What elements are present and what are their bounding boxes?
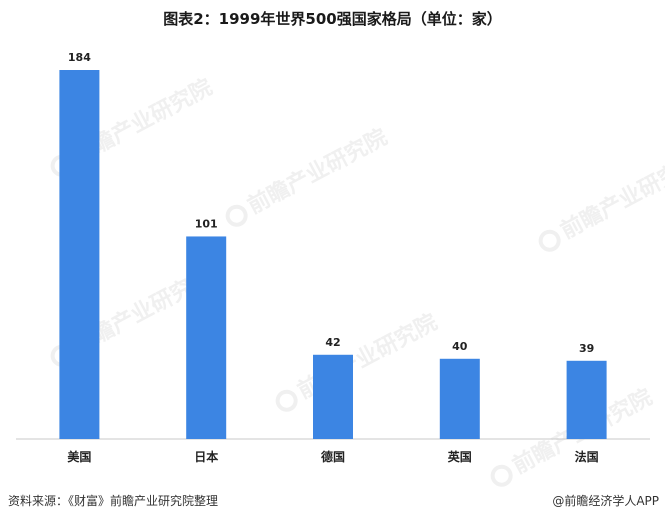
- x-tick-label-0: 美国: [67, 449, 91, 464]
- x-tick-label-2: 德国: [321, 449, 345, 464]
- data-label-3: 40: [452, 340, 468, 353]
- x-tick-label-3: 英国: [448, 449, 472, 464]
- data-label-4: 39: [579, 342, 594, 355]
- data-label-2: 42: [325, 336, 340, 349]
- bar-0: [59, 70, 100, 439]
- data-label-0: 184: [68, 51, 91, 64]
- x-tick-label-4: 法国: [575, 449, 599, 464]
- bar-1: [186, 236, 227, 439]
- chart-title: 图表2：1999年世界500强国家格局（单位：家）: [163, 10, 502, 28]
- bar-3: [439, 358, 480, 439]
- source-note: 资料来源：《财富》前瞻产业研究院整理: [8, 494, 219, 508]
- bar-2: [313, 354, 353, 439]
- data-label-1: 101: [195, 217, 218, 230]
- bar-4: [566, 360, 607, 439]
- brand-credit: @前瞻经济学人APP: [552, 494, 659, 508]
- x-tick-label-1: 日本: [194, 449, 218, 464]
